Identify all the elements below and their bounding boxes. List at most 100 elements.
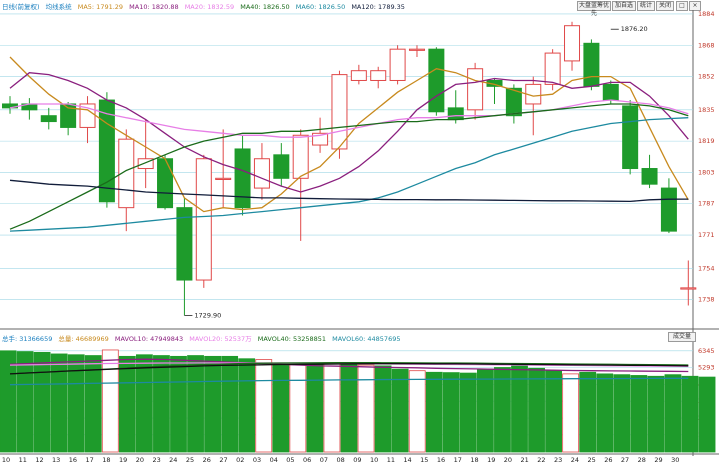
candle-body [467, 68, 484, 111]
price-tick-label: 1754 [698, 264, 715, 272]
volume-bar [664, 374, 682, 453]
ma-line-ma60 [9, 117, 689, 232]
candle-body [622, 105, 639, 170]
x-axis-label: 24 [169, 456, 177, 464]
volume-bar [289, 363, 307, 453]
mavol10-label: MAVOL10: 47949843 [114, 335, 184, 343]
volume-bar [391, 368, 409, 453]
ma-line-ma5 [9, 56, 689, 213]
x-axis-label: 23 [152, 456, 160, 464]
candle-body [428, 48, 445, 113]
x-axis-label: 12 [35, 456, 43, 464]
volume-bar [221, 355, 239, 453]
x-axis-label: 20 [136, 456, 144, 464]
x-axis-label: 24 [571, 456, 579, 464]
volume-bar [272, 363, 290, 453]
candle-body [370, 70, 387, 81]
volume-bar [135, 354, 153, 453]
x-axis-label: 07 [320, 456, 328, 464]
x-axis-label: 10 [370, 456, 378, 464]
mavol60-label: MAVOL60: 44857695 [332, 335, 401, 343]
x-axis-label: 26 [203, 456, 211, 464]
x-axis-label: 19 [119, 456, 127, 464]
x-axis-label: 19 [487, 456, 495, 464]
x-axis-label: 16 [437, 456, 445, 464]
volume-bar [698, 376, 716, 453]
maximize-button[interactable]: □ [676, 1, 688, 11]
indicator-name[interactable]: 均线系统 [45, 3, 72, 11]
ma5-label: MA5: 1791.29 [77, 3, 124, 11]
add-watchlist-button[interactable]: 加自选 [612, 1, 636, 11]
x-axis-label: 26 [604, 456, 612, 464]
stats-button[interactable]: 统计 [637, 1, 655, 11]
candle-body [641, 168, 658, 185]
volume-bar [357, 364, 375, 453]
x-axis-label: 30 [671, 456, 679, 464]
volume-bar [408, 370, 426, 453]
volume-tick-label: 6345 [698, 347, 715, 355]
price-tick-label: 1819 [698, 137, 715, 145]
volume-dropdown[interactable]: 成交量 [668, 332, 696, 342]
volume-bar [50, 353, 68, 453]
x-axis-label: 25 [587, 456, 595, 464]
close-button[interactable]: × [689, 1, 701, 11]
volume-bar [681, 375, 699, 453]
volume-bar [255, 359, 273, 453]
candle-body [389, 48, 406, 81]
price-tick-label: 1884 [698, 10, 715, 18]
candle-body [253, 158, 270, 189]
candle-body [408, 48, 425, 51]
x-axis-label: 23 [554, 456, 562, 464]
volume-bar [425, 371, 443, 453]
candle-body [195, 158, 212, 281]
x-axis-label: 16 [69, 456, 77, 464]
volume-bar [323, 362, 341, 453]
volume-bar [16, 351, 34, 453]
volume-bar [84, 355, 102, 453]
chart-title: 日线(前复权) [2, 3, 40, 11]
ma-line-ma20 [9, 99, 689, 138]
mavol40-label: MAVOL40: 53258851 [257, 335, 327, 343]
price-tick-label: 1771 [698, 231, 715, 239]
ma20-label: MA20: 1832.59 [184, 3, 235, 11]
mavol20-label: MAVOL20: 52537万 [189, 335, 252, 343]
candle-body [564, 25, 581, 62]
price-tick-label: 1835 [698, 106, 715, 114]
blue-chip-button[interactable]: 大盘蓝筹优先 [577, 1, 611, 17]
x-axis-label: 11 [19, 456, 27, 464]
volume-bar [306, 363, 324, 453]
candle-body [660, 187, 677, 232]
volume-header: 总手: 31366659 总量: 46689969 MAVOL10: 47949… [2, 333, 404, 343]
x-axis-label: 10 [2, 456, 10, 464]
volume-bar [476, 368, 494, 453]
annotation-label: 1876.20 [621, 25, 648, 33]
candle-body [505, 87, 522, 117]
candle-body [157, 158, 174, 209]
volume-bar [0, 350, 17, 453]
candle-body [292, 134, 309, 179]
x-axis-label: 14 [403, 456, 411, 464]
x-axis-label: 15 [420, 456, 428, 464]
price-tick-label: 1868 [698, 41, 715, 49]
close-text-button[interactable]: 关闭 [656, 1, 674, 11]
volume-bar [340, 363, 358, 453]
ma-line-ma120 [9, 179, 689, 203]
candle-body [40, 115, 57, 123]
x-axis-label: 27 [621, 456, 629, 464]
candle-body [583, 42, 600, 87]
x-axis-label: 11 [387, 456, 395, 464]
ma10-label: MA10: 1820.88 [129, 3, 179, 11]
volume-bar [647, 375, 665, 453]
volume-bar [374, 365, 392, 453]
volume-bar [67, 354, 85, 453]
volume-bar [442, 372, 460, 453]
x-axis-label: 08 [336, 456, 344, 464]
price-tick-label: 1738 [698, 296, 715, 304]
x-axis-label: 17 [86, 456, 94, 464]
candle-body [312, 132, 329, 146]
ma120-label: MA120: 1789.35 [351, 3, 405, 11]
price-tick-label: 1852 [698, 73, 715, 81]
candle-body [137, 158, 154, 170]
